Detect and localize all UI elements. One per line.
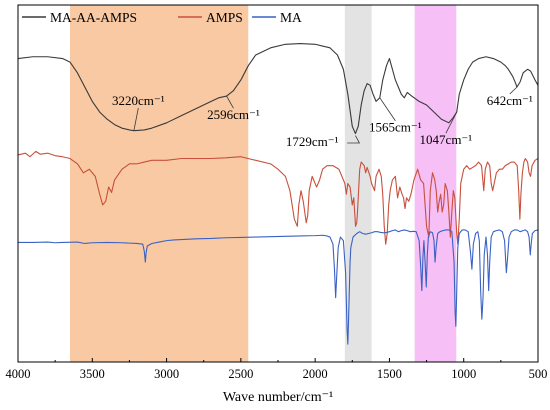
- legend-item-2: MA: [252, 10, 302, 25]
- legend-item-0: MA-AA-AMPS: [22, 10, 137, 25]
- legend-label: MA-AA-AMPS: [50, 10, 137, 25]
- annotation-0: 3220cm⁻¹: [112, 93, 165, 131]
- annotation-leader-line: [347, 135, 361, 144]
- annotation-leader-line: [133, 107, 139, 131]
- highlight-band-0: [70, 5, 249, 362]
- legend-label: MA: [280, 10, 302, 25]
- series-line-amps: [17, 150, 539, 245]
- annotation-label: 642cm⁻¹: [487, 93, 533, 108]
- x-tick-label: 3500: [80, 367, 105, 381]
- x-tick-label: 4000: [6, 367, 31, 381]
- x-tick-label: 2000: [303, 367, 328, 381]
- highlight-bands: [70, 5, 457, 362]
- series-line-ma-aa-amps: [17, 43, 539, 135]
- annotation-2: 1729cm⁻¹: [286, 134, 361, 149]
- x-tick-label: 2500: [228, 367, 253, 381]
- annotation-label: 2596cm⁻¹: [207, 107, 260, 122]
- legend-item-1: AMPS: [178, 10, 243, 25]
- series-line-ma: [18, 229, 539, 345]
- x-axis-ticks: 4000 3500 3000 2500 2000 1500 1000 500: [6, 358, 548, 381]
- legend-label: AMPS: [206, 10, 243, 25]
- x-tick-label: 500: [529, 367, 548, 381]
- annotation-label: 3220cm⁻¹: [112, 93, 165, 108]
- annotation-leader-line: [445, 111, 458, 134]
- x-axis-title: Wave number/cm⁻¹: [223, 390, 333, 405]
- peak-annotations: 3220cm⁻¹ 2596cm⁻¹ 1729cm⁻¹ 1565cm⁻¹1047cm⁻¹…: [112, 86, 533, 149]
- annotation-3: 1565cm⁻¹: [369, 97, 422, 135]
- annotation-4: 1047cm⁻¹: [420, 111, 473, 147]
- annotation-label: 1047cm⁻¹: [420, 132, 473, 147]
- annotation-1: 2596cm⁻¹: [207, 95, 260, 122]
- legend: MA-AA-AMPS AMPS MA: [22, 10, 302, 25]
- annotation-label: 1729cm⁻¹: [286, 134, 339, 149]
- annotation-leader-line: [509, 86, 518, 95]
- annotation-leader-line: [226, 95, 234, 109]
- x-tick-label: 1000: [451, 367, 476, 381]
- x-tick-label: 1500: [377, 367, 402, 381]
- series-lines: [17, 43, 539, 345]
- annotation-5: 642cm⁻¹: [487, 86, 533, 108]
- x-tick-label: 3000: [154, 367, 179, 381]
- annotation-label: 1565cm⁻¹: [369, 120, 422, 135]
- annotation-leader-line: [379, 97, 396, 121]
